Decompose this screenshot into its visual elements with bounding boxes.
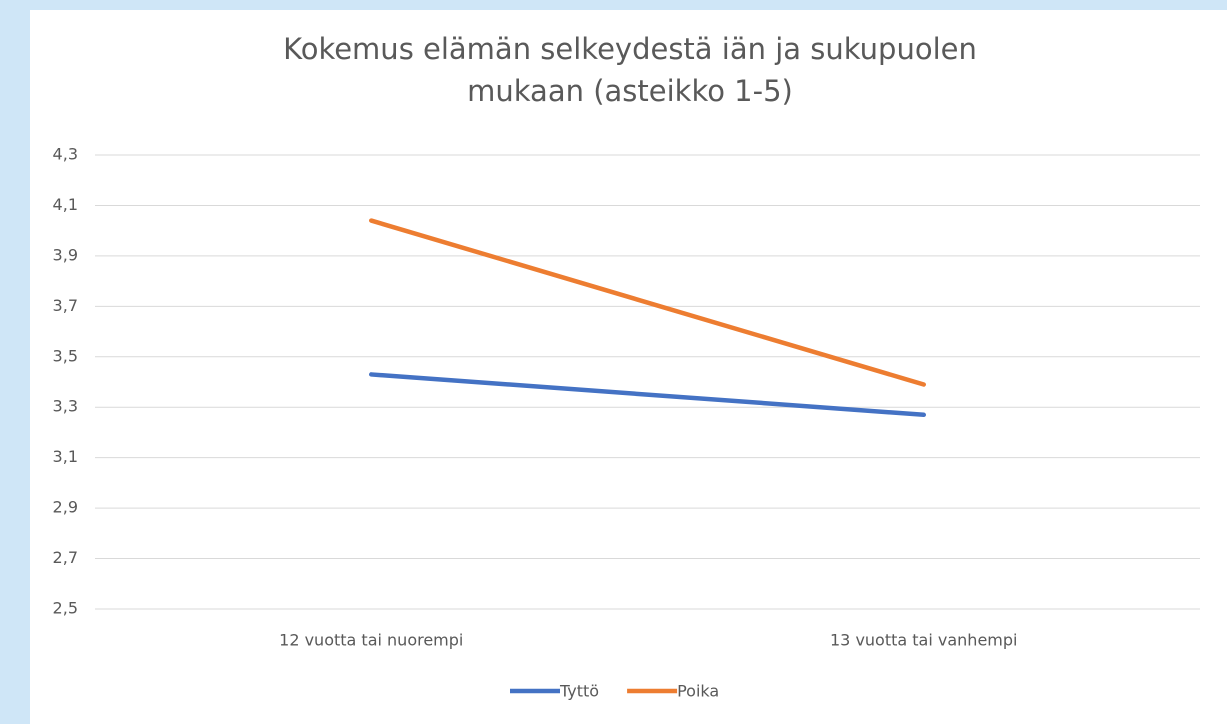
x-tick-label: 12 vuotta tai nuorempi: [279, 631, 463, 650]
chart-area: [30, 10, 1227, 724]
y-tick-label: 2,9: [53, 498, 78, 517]
y-tick-label: 2,7: [53, 548, 78, 567]
y-tick-label: 3,3: [53, 397, 78, 416]
legend-label: Poika: [677, 682, 719, 701]
y-tick-label: 3,1: [53, 447, 78, 466]
x-tick-label: 13 vuotta tai vanhempi: [830, 631, 1017, 650]
y-tick-label: 4,1: [53, 195, 78, 214]
legend-label: Tyttö: [559, 682, 599, 701]
series-line: [369, 218, 926, 387]
y-tick-label: 3,9: [53, 245, 78, 264]
y-tick-label: 3,5: [53, 346, 78, 365]
y-tick-label: 2,5: [53, 599, 78, 618]
y-tick-label: 4,3: [53, 145, 78, 164]
series-line: [369, 372, 926, 418]
chart-title: Kokemus elämän selkeydestä iän ja sukupu…: [283, 32, 977, 108]
y-tick-label: 3,7: [53, 296, 78, 315]
